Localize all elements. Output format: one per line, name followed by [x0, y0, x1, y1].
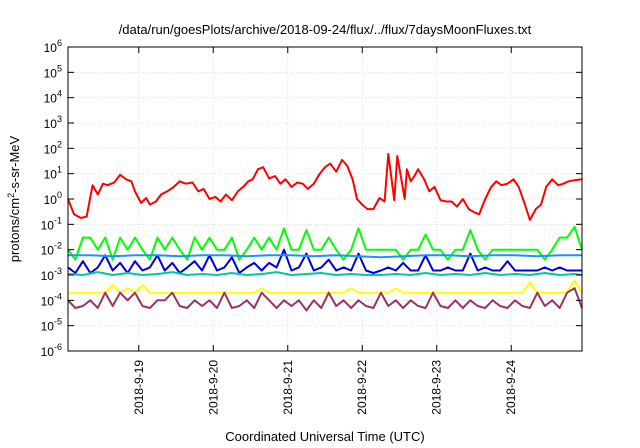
y-tick-label: 10-4 [41, 291, 62, 308]
series-line-4 [67, 271, 583, 276]
y-tick-label: 106 [44, 38, 62, 55]
x-tick-label: 2018-9-24 [504, 360, 518, 415]
y-tick-label: 103 [44, 114, 62, 131]
y-tick-label-exp: 5 [57, 63, 62, 73]
y-tick-label-base: 10 [41, 345, 55, 359]
y-tick-label-base: 10 [41, 294, 55, 308]
y-tick-label: 105 [44, 63, 62, 80]
y-tick-label-exp: -2 [54, 241, 62, 251]
y-tick-label-base: 10 [41, 218, 55, 232]
y-tick-label-exp: -6 [54, 342, 62, 352]
series-line-1 [67, 225, 583, 261]
y-tick-label-base: 10 [44, 41, 58, 55]
x-axis-label: Coordinated Universal Time (UTC) [225, 429, 424, 444]
chart-title: /data/run/goesPlots/archive/2018-09-24/f… [119, 22, 532, 37]
y-tick-label-exp: -4 [54, 291, 62, 301]
y-tick-label-exp: 3 [57, 114, 62, 124]
y-tick-label: 102 [44, 139, 62, 156]
y-tick-label-exp: -1 [54, 215, 62, 225]
y-tick-label-exp: 1 [57, 165, 62, 175]
y-tick-label-exp: 0 [57, 190, 62, 200]
y-tick-label: 10-1 [41, 215, 62, 232]
x-tick-label: 2018-9-23 [430, 360, 444, 415]
y-tick-label: 10-2 [41, 241, 62, 258]
x-tick-label: 2018-9-22 [355, 360, 369, 415]
y-tick-label-base: 10 [44, 117, 58, 131]
series-line-5 [68, 279, 583, 294]
y-tick-label: 101 [44, 165, 62, 182]
y-tick-label: 100 [44, 190, 62, 207]
y-tick-label: 104 [44, 89, 62, 106]
y-tick-label-exp: 4 [57, 89, 62, 99]
y-tick-label-exp: -3 [54, 266, 62, 276]
y-axis: 10-610-510-410-310-210-11001011021031041… [41, 38, 582, 359]
x-axis: 2018-9-19 2018-9-20 2018-9-21 2018-9-22 2018… [132, 47, 518, 415]
y-axis-label-sup: 2 [6, 193, 16, 198]
x-tick-label: 2018-9-19 [132, 360, 146, 415]
y-axis-label-post: -s-sr-MeV [7, 135, 22, 192]
y-tick-label-base: 10 [41, 244, 55, 258]
x-tick-label: 2018-9-20 [206, 360, 220, 415]
series-line-3 [68, 254, 582, 259]
y-tick-label-exp: -5 [54, 317, 62, 327]
series-line-6 [67, 287, 583, 312]
y-axis-label-pre: protons/cm [7, 198, 22, 262]
series-line-0 [67, 153, 583, 221]
y-tick-label-base: 10 [44, 66, 58, 80]
y-tick-label: 10-6 [41, 342, 62, 359]
y-tick-label-base: 10 [41, 320, 55, 334]
y-tick-label-exp: 2 [57, 139, 62, 149]
y-axis-label: protons/cm2-s-sr-MeV [6, 135, 22, 262]
x-tick-label: 2018-9-21 [281, 360, 295, 415]
series-group [67, 153, 583, 312]
y-tick-label-base: 10 [44, 142, 58, 156]
y-tick-label-base: 10 [44, 168, 58, 182]
y-tick-label-base: 10 [41, 269, 55, 283]
y-tick-label-base: 10 [44, 92, 58, 106]
y-tick-label-base: 10 [44, 193, 58, 207]
series-line-2 [67, 248, 582, 274]
y-tick-label-exp: 6 [57, 38, 62, 48]
y-tick-label: 10-3 [41, 266, 62, 283]
y-tick-label: 10-5 [41, 317, 62, 334]
